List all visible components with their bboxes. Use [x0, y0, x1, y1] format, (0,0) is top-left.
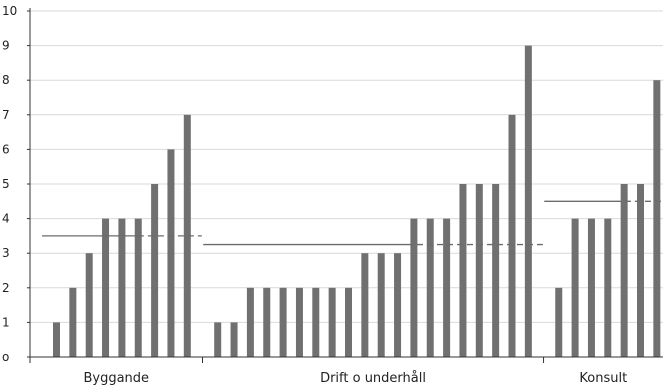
y-tick-label: 5 [2, 177, 10, 191]
y-tick-label: 6 [2, 142, 10, 156]
bar [279, 287, 287, 357]
bar [167, 149, 175, 357]
bar [134, 218, 142, 357]
bar [508, 114, 516, 357]
bar [151, 184, 159, 357]
bar [492, 184, 500, 357]
bar [394, 253, 402, 357]
y-tick-label: 1 [2, 315, 10, 329]
y-tick-label: 2 [2, 281, 10, 295]
y-tick-label: 9 [2, 39, 10, 53]
bar [214, 322, 222, 357]
bar [183, 114, 191, 357]
x-category-label: Byggande [83, 371, 149, 386]
bar [246, 287, 254, 357]
bar [345, 287, 352, 357]
bar [85, 253, 93, 357]
bar [555, 287, 563, 357]
bar [377, 253, 385, 357]
y-axis: o 1 2 3 4 5 6 7 8 9 10 [2, 4, 31, 364]
y-tick-label: 8 [2, 73, 10, 87]
mean-lines [42, 200, 662, 246]
bar [443, 218, 451, 357]
y-tick-label: 10 [2, 4, 17, 18]
y-tick-label: o [2, 350, 9, 364]
bar [118, 218, 126, 357]
bar [475, 184, 483, 357]
bar [524, 45, 532, 357]
bar [361, 253, 369, 357]
bar [295, 287, 303, 357]
bar [410, 218, 418, 357]
bar [312, 287, 320, 357]
y-tick-label: 7 [2, 108, 10, 122]
bar [653, 80, 661, 357]
bar [328, 287, 336, 357]
bar [69, 287, 77, 357]
bars [53, 45, 661, 357]
bar [604, 218, 612, 357]
bar [459, 184, 467, 357]
bar [571, 218, 579, 357]
bar [620, 184, 628, 357]
bar [637, 184, 644, 357]
bar [426, 218, 434, 357]
bar [230, 322, 238, 357]
y-tick-label: 3 [2, 246, 10, 260]
bar [263, 287, 271, 357]
bar [587, 218, 595, 357]
bar [53, 322, 60, 357]
y-tick-label: 4 [2, 212, 10, 226]
x-axis: Byggande Drift o underhåll Konsult [29, 356, 663, 386]
bar [102, 218, 110, 357]
x-category-label: Konsult [579, 371, 627, 386]
x-category-label: Drift o underhåll [320, 371, 426, 386]
